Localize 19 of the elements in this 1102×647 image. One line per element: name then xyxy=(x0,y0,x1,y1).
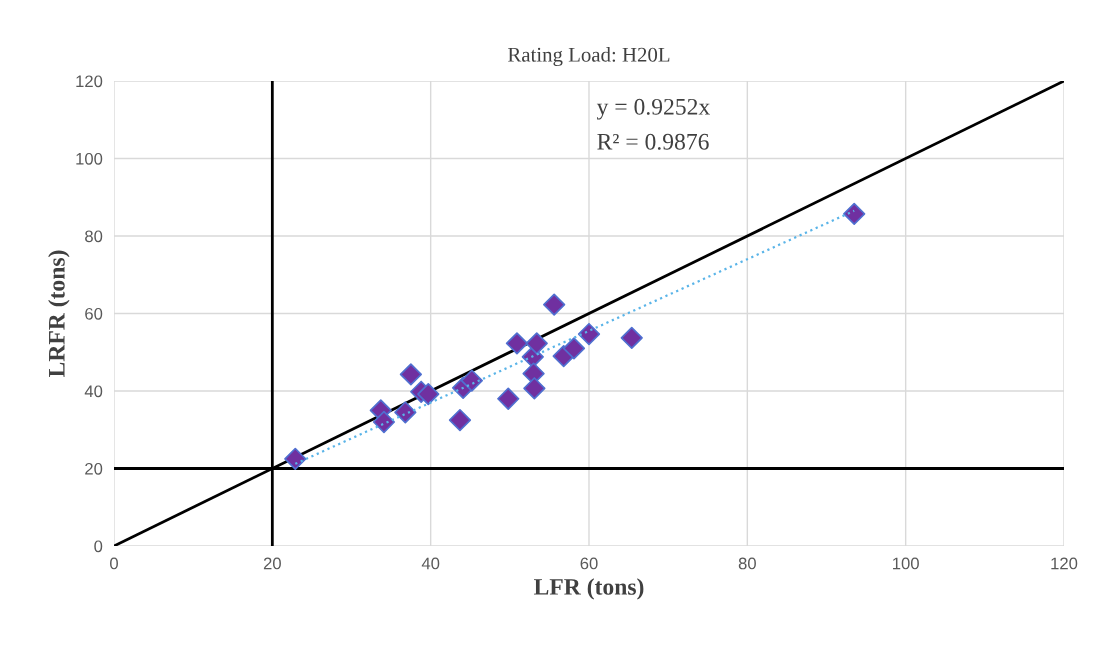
y-tick-label: 0 xyxy=(94,540,103,553)
y-tick-label: 80 xyxy=(85,230,103,243)
y-tick-label: 20 xyxy=(85,462,103,475)
y-tick-label: 40 xyxy=(84,385,103,398)
x-tick-label: 40 xyxy=(421,557,440,570)
x-tick-label: 100 xyxy=(893,557,919,570)
y-tick-label: 60 xyxy=(85,307,103,320)
x-axis-title: LFR (tons) xyxy=(533,578,644,600)
chart-title: Rating Load: H20L xyxy=(508,47,670,67)
x-tick-label: 80 xyxy=(738,557,756,570)
x-tick-label: 120 xyxy=(1051,557,1078,570)
x-tick-label: 20 xyxy=(263,557,281,570)
y-axis-title: LRFR (tons) xyxy=(48,250,70,378)
y-tick-label: 100 xyxy=(76,152,103,165)
annotation: R² = 0.9876 xyxy=(597,133,709,150)
x-tick-label: 60 xyxy=(580,557,598,570)
annotation: y = 0.9252x xyxy=(596,98,710,120)
x-tick-label: 0 xyxy=(110,557,118,570)
y-tick-label: 120 xyxy=(76,75,103,88)
